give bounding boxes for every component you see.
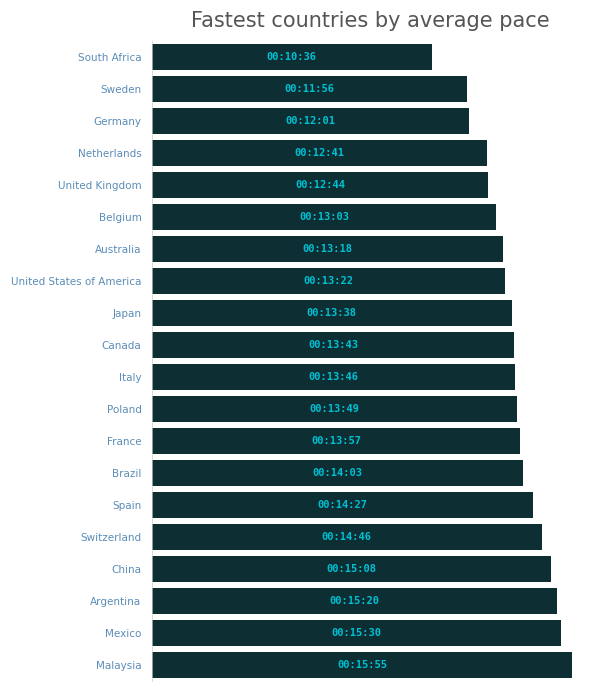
Text: 00:15:08: 00:15:08 [326,564,377,574]
Text: 00:13:18: 00:13:18 [302,244,352,254]
Bar [152,588,557,614]
Bar [152,364,515,390]
Bar [152,140,487,166]
Bar [152,459,523,486]
Text: 00:12:44: 00:12:44 [295,180,345,190]
Text: 00:12:01: 00:12:01 [286,116,335,126]
Bar [152,268,505,294]
Bar [152,652,572,678]
Bar [152,76,467,102]
Title: Fastest countries by average pace: Fastest countries by average pace [191,11,550,31]
Bar [152,236,503,262]
Bar [152,204,496,230]
Text: 00:14:27: 00:14:27 [317,500,368,510]
Text: 00:13:57: 00:13:57 [311,436,361,446]
Text: 00:15:20: 00:15:20 [329,596,379,606]
Text: 00:11:56: 00:11:56 [284,84,334,94]
Bar [152,300,512,326]
Bar [152,396,517,422]
Text: 00:13:03: 00:13:03 [299,212,349,222]
Bar [152,332,514,358]
Bar [152,556,551,582]
Text: 00:13:43: 00:13:43 [308,340,358,350]
Text: 00:15:55: 00:15:55 [337,660,387,670]
Bar [152,524,542,550]
Text: 00:12:41: 00:12:41 [295,148,344,158]
Bar [152,620,561,646]
Text: 00:15:30: 00:15:30 [331,628,382,638]
Text: 00:13:22: 00:13:22 [304,276,353,286]
Text: 00:13:49: 00:13:49 [309,404,359,414]
Bar [152,108,469,134]
Text: 00:13:38: 00:13:38 [307,308,357,318]
Bar [152,492,533,518]
Text: 00:14:46: 00:14:46 [322,532,372,542]
Bar [152,172,488,198]
Bar [152,44,432,70]
Text: 00:13:46: 00:13:46 [308,372,359,382]
Text: 00:14:03: 00:14:03 [313,468,362,478]
Text: 00:10:36: 00:10:36 [267,52,317,62]
Bar [152,428,520,454]
